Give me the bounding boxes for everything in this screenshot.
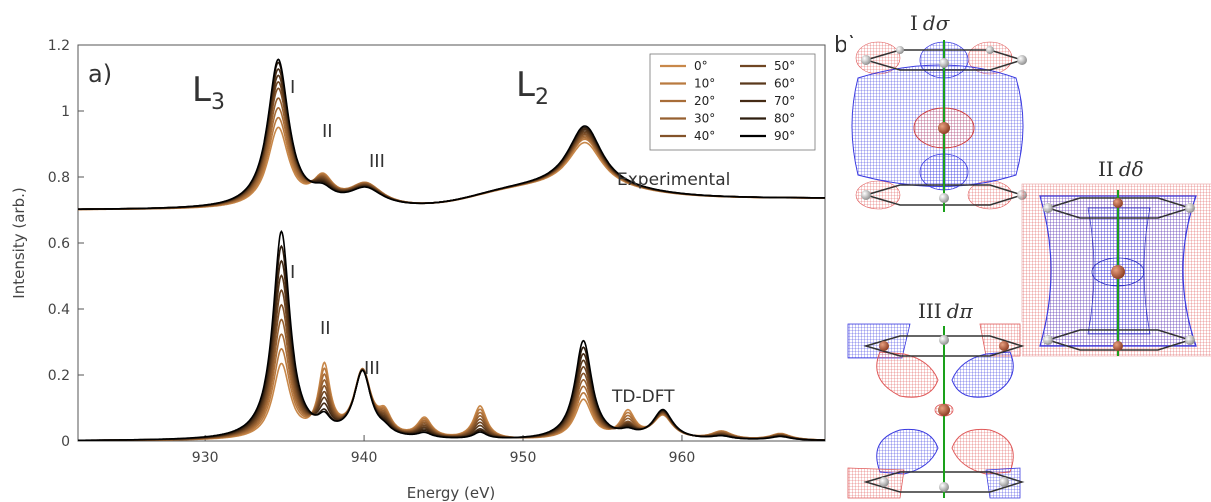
x-tick-label: 960: [669, 450, 696, 466]
l3-edge-label: L3: [192, 70, 225, 115]
legend-entry-label: 80°: [774, 112, 795, 126]
spectrum-line-dft-5: [78, 289, 825, 441]
spectrum-line-dft-0: [78, 361, 825, 441]
spectrum-line-dft-1: [78, 347, 825, 441]
l2-edge-label: L2: [516, 65, 549, 110]
y-axis-label: Intensity (arb.): [10, 187, 28, 298]
tddft-label: TD-DFT: [611, 387, 675, 407]
dft-peak-label-3: III: [364, 358, 380, 379]
experimental-label: Experimental: [617, 170, 730, 190]
orbital-d-delta-label: II dδ: [1098, 157, 1144, 181]
legend-entry-label: 70°: [774, 94, 795, 108]
legend-entry-label: 0°: [694, 59, 708, 73]
x-axis-label: Energy (eV): [407, 484, 495, 502]
legend-entry-label: 60°: [774, 77, 795, 91]
y-tick-label: 0.4: [48, 302, 70, 318]
x-axis-ticks: 930 940 950 960: [192, 435, 696, 466]
spectrum-line-dft-6: [78, 274, 825, 441]
spectra-panel: 0 0.2 0.4 0.6 0.8 1 1.2 930 940 950 960 Intensity…: [10, 38, 826, 502]
x-tick-label: 950: [510, 450, 537, 466]
panel-a-tag: a): [88, 60, 112, 88]
y-tick-label: 1: [61, 104, 70, 120]
spectra-curves: [78, 58, 825, 441]
spectrum-line-dft-7: [78, 259, 825, 441]
legend-entry-label: 30°: [694, 112, 715, 126]
y-tick-label: 0.8: [48, 170, 70, 186]
legend-entry-label: 50°: [774, 59, 795, 73]
spectrum-line-dft-2: [78, 333, 825, 441]
spectrum-line-dft-9: [78, 230, 825, 441]
exp-peak-label-1: I: [290, 77, 295, 98]
y-axis-ticks: 0 0.2 0.4 0.6 0.8 1 1.2: [48, 38, 84, 450]
legend: 0° 10° 20° 30° 40° 50° 60° 70° 80° 90°: [649, 53, 816, 151]
exp-peak-label-3: III: [369, 151, 385, 172]
exp-peak-label-2: II: [322, 121, 333, 142]
x-tick-label: 940: [351, 450, 378, 466]
legend-entry-label: 10°: [694, 77, 715, 91]
spectrum-line-dft-8: [78, 244, 825, 441]
y-tick-label: 0.6: [48, 236, 70, 252]
spectrum-line-dft-3: [78, 318, 825, 441]
x-tick-label: 930: [192, 450, 219, 466]
spectrum-line-exp-9: [78, 58, 825, 210]
dft-peak-label-1: I: [290, 262, 295, 283]
legend-entry-label: 20°: [694, 94, 715, 108]
y-tick-label: 0: [61, 434, 70, 450]
y-tick-label: 0.2: [48, 368, 70, 384]
dft-peak-label-2: II: [320, 318, 331, 339]
y-tick-label: 1.2: [48, 38, 70, 54]
orbital-d-pi-label: III dπ: [918, 299, 974, 323]
orbital-d-delta-render: [1021, 183, 1211, 357]
orbital-d-pi-render: [846, 322, 1025, 499]
spectrum-line-dft-4: [78, 303, 825, 441]
legend-entry-label: 40°: [694, 129, 715, 143]
orbital-d-sigma-render: [846, 38, 1027, 212]
legend-entry-label: 90°: [774, 129, 795, 143]
